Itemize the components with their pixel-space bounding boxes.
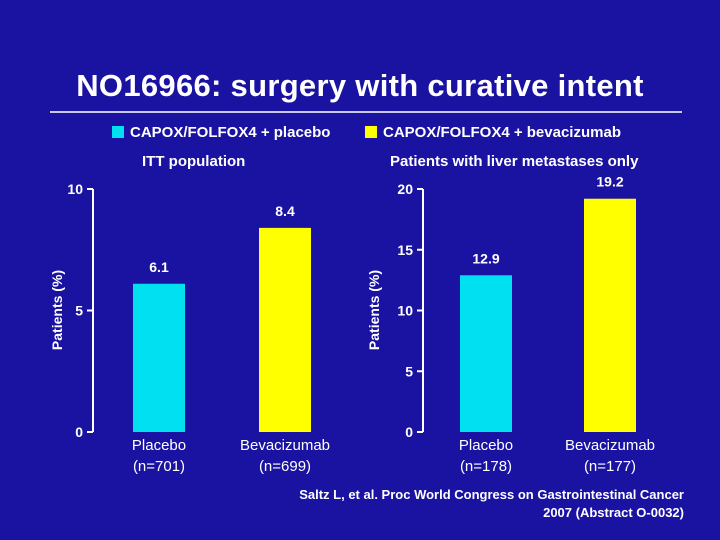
category-label-1-1-0: Bevacizumab [565,437,655,454]
y-tick-label-1-0: 0 [405,424,413,440]
y-axis-label-0: Patients (%) [49,270,65,350]
legend-swatch-placebo [112,126,124,138]
category-label-1-0-0: Placebo [459,437,513,454]
bar-1-1 [584,198,636,432]
bar-value-label-1-1: 19.2 [596,174,623,190]
y-axis-label-1: Patients (%) [366,270,382,350]
category-label-0-0-1: (n=701) [133,458,185,475]
y-tick-label-1-2: 10 [397,303,413,319]
legend-label-bevacizumab: CAPOX/FOLFOX4 + bevacizumab [383,124,621,141]
title-divider [50,111,682,113]
citation: Saltz L, et al. Proc World Congress on G… [299,486,684,522]
bar-1-0 [460,275,512,432]
category-label-0-1-1: (n=699) [259,458,311,475]
citation-line-1: Saltz L, et al. Proc World Congress on G… [299,487,684,502]
category-label-1-1-1: (n=177) [584,458,636,475]
bar-value-label-0-1: 8.4 [275,203,295,219]
y-tick-label-0-0: 0 [75,424,83,440]
bar-value-label-0-0: 6.1 [149,259,169,275]
y-tick-label-0-1: 5 [75,303,83,319]
citation-line-2: 2007 (Abstract O-0032) [543,505,684,520]
category-label-1-0-1: (n=178) [460,458,512,475]
legend-label-placebo: CAPOX/FOLFOX4 + placebo [130,124,331,141]
y-tick-label-1-3: 15 [397,242,413,258]
bar-value-label-1-0: 12.9 [472,250,499,266]
legend-swatch-bevacizumab [365,126,377,138]
y-tick-label-1-4: 20 [397,181,413,197]
category-label-0-1-0: Bevacizumab [240,437,330,454]
y-tick-label-0-2: 10 [67,181,83,197]
bar-0-1 [259,227,311,432]
page-title: NO16966: surgery with curative intent [76,68,644,103]
chart-subtitle-itt: ITT population [142,153,246,170]
y-tick-label-1-1: 5 [405,363,413,379]
chart-subtitle-liver: Patients with liver metastases only [390,153,639,170]
bar-0-0 [133,283,185,432]
category-label-0-0-0: Placebo [132,437,186,454]
